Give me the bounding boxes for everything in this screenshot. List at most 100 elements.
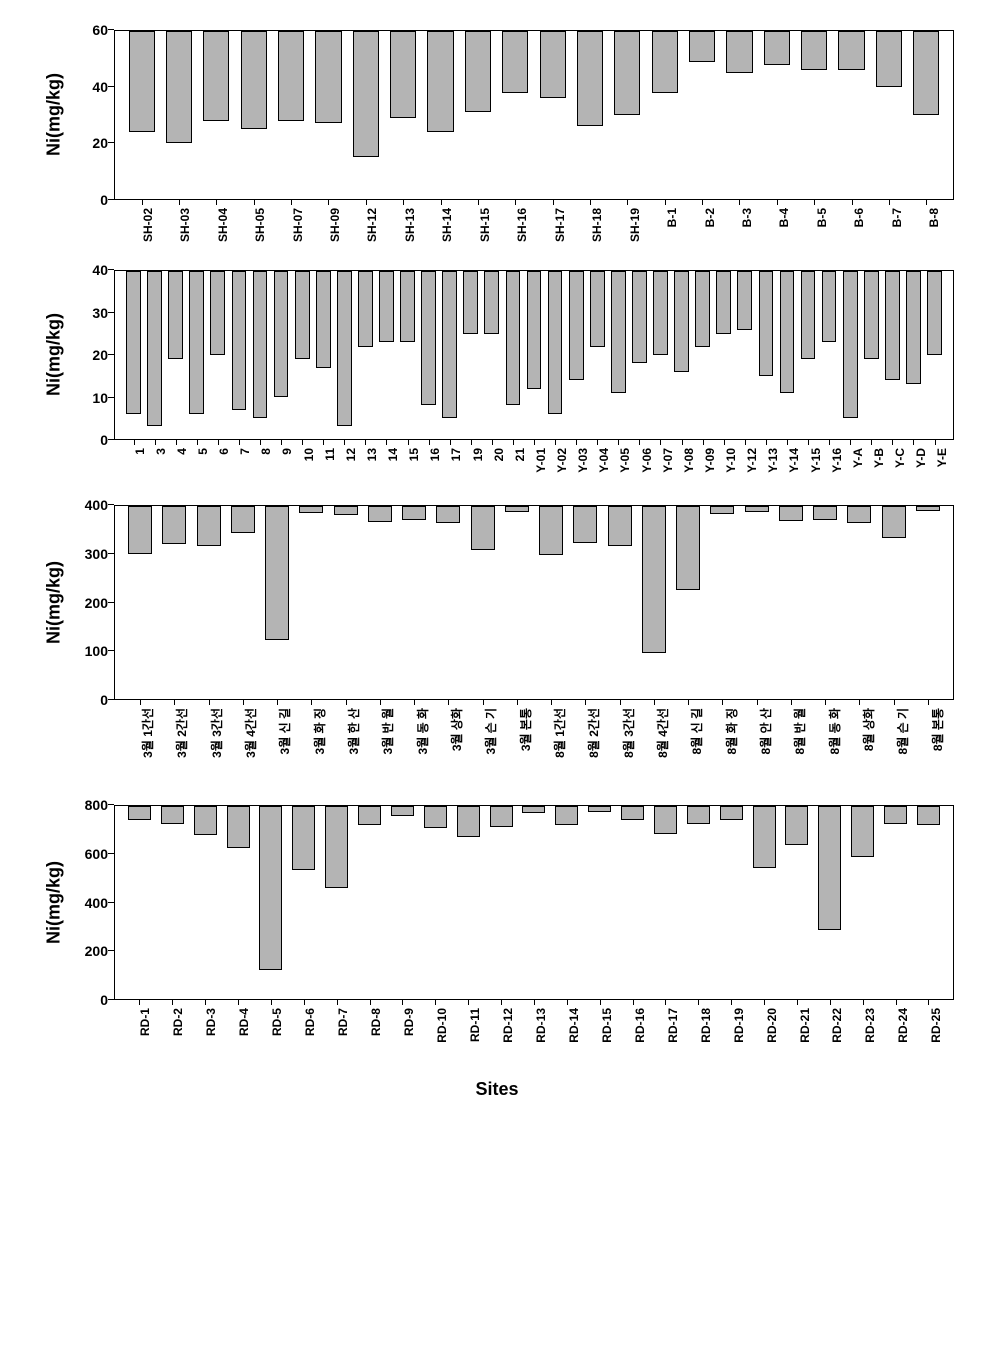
bar <box>128 506 152 554</box>
bar-slot <box>924 271 945 439</box>
bar <box>295 271 310 359</box>
bar <box>490 806 513 827</box>
bar <box>166 31 192 143</box>
bar-slot <box>692 271 713 439</box>
x-tick-label: RD-3 <box>204 1008 218 1036</box>
bar <box>161 806 184 824</box>
bar <box>227 806 250 848</box>
bar <box>539 506 563 555</box>
y-tick-label: 300 <box>85 546 108 562</box>
x-tick-label: SH-16 <box>515 208 529 242</box>
bar <box>334 506 358 515</box>
bar-slot <box>363 506 397 699</box>
bar-slot <box>192 506 226 699</box>
bar <box>527 271 542 389</box>
x-tick-label: RD-19 <box>732 1008 746 1043</box>
x-tick-label: RD-1 <box>138 1008 152 1036</box>
bar-slot <box>671 506 705 699</box>
bar-slot <box>460 271 481 439</box>
x-axis-labels: 3월 1간선3월 2간선3월 3간선3월 4간선3월 신 길3월 화 징3월 한… <box>114 700 954 795</box>
bar <box>522 806 545 813</box>
y-axis: 010203040 <box>68 270 114 440</box>
bar-slot <box>534 506 568 699</box>
y-tick-label: 800 <box>85 797 108 813</box>
bar-slot <box>249 271 270 439</box>
bar <box>368 506 392 522</box>
y-tick-label: 100 <box>85 643 108 659</box>
bar <box>916 506 940 511</box>
bar <box>588 806 611 812</box>
bar <box>471 506 495 550</box>
x-tick-label: 8월 안 산 <box>757 708 774 754</box>
bar-slot <box>502 271 523 439</box>
bar-slot <box>534 31 571 199</box>
chart-panel-chart1: Ni(mg/kg)0204060SH-02SH-03SH-04SH-05SH-0… <box>40 30 954 260</box>
bar <box>358 271 373 347</box>
bar <box>652 31 678 93</box>
bar-slot <box>466 506 500 699</box>
bar-slot <box>715 806 748 999</box>
bar <box>325 806 348 888</box>
x-tick-label: 8월 4간선 <box>654 708 671 758</box>
x-tick-label: RD-11 <box>468 1008 482 1042</box>
bar <box>780 271 795 393</box>
x-tick-label: RD-16 <box>633 1008 647 1043</box>
bar <box>465 31 491 112</box>
y-tick-label: 200 <box>85 595 108 611</box>
x-tick-label: SH-19 <box>628 208 642 242</box>
x-tick-label: B-1 <box>665 208 679 227</box>
bar <box>674 271 689 372</box>
bar-slot <box>294 506 328 699</box>
bar <box>695 271 710 347</box>
x-tick-label: SH-18 <box>590 208 604 242</box>
bar-slot <box>795 31 832 199</box>
bar <box>126 271 141 414</box>
bar-slot <box>222 806 255 999</box>
x-tick-label: Y-E <box>935 448 949 467</box>
y-tick-label: 20 <box>92 135 108 151</box>
bar-slot <box>833 31 870 199</box>
bar-slot <box>758 31 795 199</box>
bar <box>876 31 902 87</box>
bar <box>779 506 803 521</box>
bar <box>716 271 731 334</box>
x-tick-label: 3월 동 화 <box>414 708 431 754</box>
bar-slot <box>226 506 260 699</box>
x-tick-label: RD-25 <box>929 1008 943 1043</box>
y-axis-label: Ni(mg/kg) <box>40 30 68 200</box>
bar-slot <box>629 271 650 439</box>
bar-slot <box>774 506 808 699</box>
bar-slot <box>603 506 637 699</box>
bar-slot <box>198 31 235 199</box>
bar-slot <box>260 506 294 699</box>
bar <box>457 806 480 837</box>
bar-slot <box>292 271 313 439</box>
x-tick-label: 3월 2간선 <box>173 708 190 758</box>
bar <box>278 31 304 121</box>
x-tick-label: RD-15 <box>600 1008 614 1043</box>
bar-slot <box>418 271 439 439</box>
bar-slot <box>144 271 165 439</box>
bar <box>210 271 225 355</box>
bar <box>253 271 268 418</box>
x-tick-label: 3월 1간선 <box>139 708 156 758</box>
x-tick-label: SH-13 <box>403 208 417 242</box>
bar-slot <box>566 271 587 439</box>
bar-slot <box>842 506 876 699</box>
x-tick-label: RD-22 <box>830 1008 844 1043</box>
bar-slot <box>329 506 363 699</box>
bar-slot <box>713 271 734 439</box>
x-tick-label: 3월 본통 <box>517 708 534 751</box>
y-axis: 0100200300400 <box>68 505 114 700</box>
x-tick-label: RD-7 <box>336 1008 350 1036</box>
bar <box>687 806 710 824</box>
x-tick-label: 3월 4간선 <box>242 708 259 758</box>
x-tick-label: 8월 신 길 <box>688 708 705 754</box>
bar <box>421 271 436 405</box>
bar <box>400 271 415 342</box>
bar <box>505 506 529 512</box>
bar-slot <box>160 31 197 199</box>
bar <box>241 31 267 129</box>
x-tick-label: SH-09 <box>328 208 342 242</box>
plot-area <box>114 505 954 700</box>
